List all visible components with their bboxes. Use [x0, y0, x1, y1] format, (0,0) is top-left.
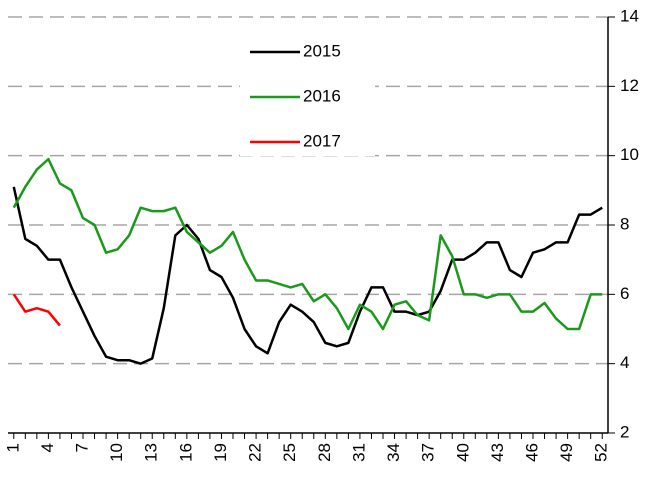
x-tick-label: 52	[592, 443, 611, 462]
series-line	[12, 293, 61, 327]
series-line	[12, 186, 603, 365]
x-tick-label: 49	[557, 443, 576, 462]
x-tick-label: 13	[142, 443, 161, 462]
legend-label: 2016	[303, 86, 341, 105]
y-tick-label: 12	[620, 76, 639, 95]
legend-label: 2017	[303, 131, 341, 150]
y-tick-label: 8	[620, 214, 629, 233]
x-tick-label: 31	[349, 443, 368, 462]
x-tick-label: 4	[38, 443, 57, 452]
x-tick-label: 46	[522, 443, 541, 462]
x-tick-label: 37	[419, 443, 438, 462]
series-line	[12, 157, 603, 331]
x-tick-label: 22	[246, 443, 265, 462]
x-tick-label: 16	[176, 443, 195, 462]
x-tick-label: 25	[280, 443, 299, 462]
y-tick-label: 14	[620, 6, 639, 25]
x-tick-label: 10	[107, 443, 126, 462]
legend-label: 2015	[303, 41, 341, 60]
x-tick-label: 43	[488, 443, 507, 462]
x-tick-label: 40	[453, 443, 472, 462]
x-tick-label: 34	[384, 443, 403, 462]
x-tick-label: 19	[211, 443, 230, 462]
y-tick-label: 4	[620, 353, 629, 372]
y-tick-label: 6	[620, 284, 629, 303]
x-tick-label: 28	[315, 443, 334, 462]
x-tick-label: 1	[3, 443, 22, 452]
y-tick-label: 10	[620, 145, 639, 164]
x-tick-label: 7	[72, 443, 91, 452]
y-tick-label: 2	[620, 422, 629, 441]
